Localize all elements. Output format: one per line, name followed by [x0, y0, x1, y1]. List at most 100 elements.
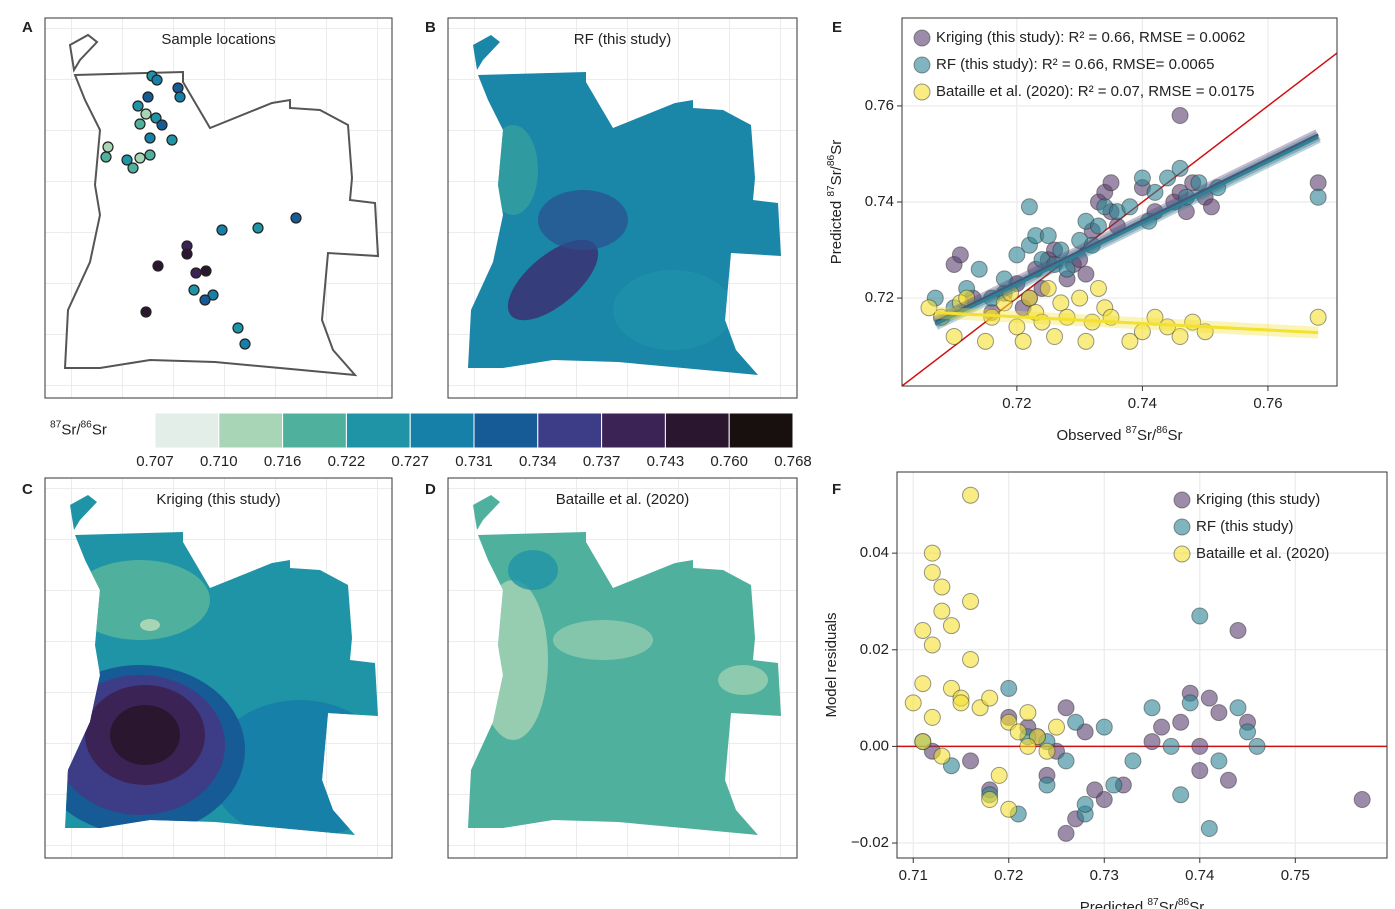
y-tick-label: 0.02	[860, 641, 889, 658]
point	[1020, 289, 1038, 307]
point	[904, 694, 922, 712]
label-part: Sr/	[1137, 427, 1157, 444]
panel-title: Bataille et al. (2020)	[556, 491, 689, 508]
point	[1086, 781, 1104, 799]
sample	[151, 74, 163, 86]
label-part: 86	[81, 420, 93, 431]
fit-line	[934, 135, 1319, 326]
point	[1121, 332, 1139, 350]
point	[942, 617, 960, 635]
sample	[199, 294, 211, 306]
sample	[156, 119, 168, 131]
panel-title: Sample locations	[161, 31, 275, 48]
sample	[140, 306, 152, 318]
point	[1191, 607, 1209, 625]
point	[914, 675, 932, 693]
point	[1202, 198, 1220, 216]
point	[920, 299, 938, 317]
panel-letter: C	[22, 481, 33, 498]
panel-letter: F	[832, 481, 841, 498]
map-c	[44, 477, 393, 859]
point	[1159, 318, 1177, 336]
point	[1008, 318, 1026, 336]
point	[1181, 694, 1199, 712]
point	[1020, 198, 1038, 216]
point	[1229, 621, 1247, 639]
point	[1171, 159, 1189, 177]
colorbar-tick-label: 0.737	[583, 453, 621, 470]
legend-swatch	[1173, 518, 1191, 536]
point	[933, 602, 951, 620]
sample	[207, 289, 219, 301]
point	[1038, 776, 1056, 794]
sample	[290, 212, 302, 224]
label-part: Sr/	[828, 165, 845, 185]
legend-swatch	[913, 56, 931, 74]
point	[1067, 713, 1085, 731]
point	[1052, 241, 1070, 259]
label-part: Sr	[1168, 427, 1183, 444]
point	[1046, 328, 1064, 346]
label-part: Observed	[1056, 427, 1125, 444]
point	[970, 260, 988, 278]
legend-swatch	[913, 83, 931, 101]
point	[1200, 820, 1218, 838]
point	[1009, 723, 1027, 741]
point	[914, 621, 932, 639]
panel-letter: A	[22, 19, 33, 36]
y-tick-label: 0.00	[860, 737, 889, 754]
label-part: 86	[1156, 425, 1168, 436]
point	[1309, 174, 1327, 192]
y-tick-label: −0.02	[851, 834, 889, 851]
legend-swatch	[1173, 491, 1191, 509]
sample	[134, 152, 146, 164]
sample	[239, 338, 251, 350]
point	[1076, 795, 1094, 813]
point	[1171, 107, 1189, 125]
point	[962, 650, 980, 668]
label-part: 86	[1178, 897, 1190, 908]
point	[923, 636, 941, 654]
point	[1153, 718, 1171, 736]
point	[1019, 704, 1037, 722]
sample	[188, 284, 200, 296]
sample	[144, 132, 156, 144]
point	[1105, 776, 1123, 794]
x-tick-label: 0.75	[1281, 867, 1310, 884]
label-part: Sr/	[1159, 899, 1179, 909]
point	[914, 733, 932, 751]
x-tick-label: 0.71	[899, 867, 928, 884]
point	[1239, 723, 1257, 741]
panel-letter: D	[425, 481, 436, 498]
point	[952, 694, 970, 712]
y-tick-label: 0.04	[860, 544, 889, 561]
label-part: Predicted	[1080, 899, 1148, 909]
point	[981, 791, 999, 809]
legend-label: Bataille et al. (2020)	[1196, 545, 1329, 562]
point	[962, 486, 980, 504]
point	[1146, 183, 1164, 201]
y-axis-label: Model residuals	[823, 612, 840, 717]
colorbar-segment	[728, 412, 794, 449]
legend-label: Kriging (this study)	[1196, 491, 1320, 508]
sample	[172, 82, 184, 94]
label-part: Model residuals	[823, 612, 840, 717]
point	[1248, 737, 1266, 755]
sample	[102, 141, 114, 153]
x-axis-label: Observed 87Sr/86Sr	[1056, 425, 1182, 444]
x-tick-label: 0.72	[994, 867, 1023, 884]
sample	[100, 151, 112, 163]
colorbar-tick-label: 0.707	[136, 453, 174, 470]
plot-frame	[901, 17, 1338, 387]
point	[1200, 689, 1218, 707]
point	[1057, 824, 1075, 842]
y-axis-label: Predicted 87Sr/86Sr	[826, 140, 845, 264]
sample	[200, 265, 212, 277]
colorbar-segment	[409, 412, 475, 449]
point	[1077, 265, 1095, 283]
point	[1190, 174, 1208, 192]
y-tick-label: 0.74	[865, 193, 894, 210]
x-tick-label: 0.73	[1090, 867, 1119, 884]
point	[923, 544, 941, 562]
